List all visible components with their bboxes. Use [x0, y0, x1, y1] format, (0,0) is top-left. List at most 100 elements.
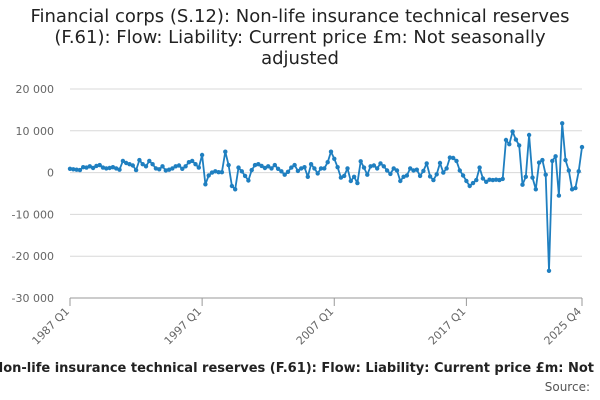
data-point: [576, 169, 581, 174]
data-point: [77, 167, 83, 173]
data-point: [90, 165, 96, 171]
data-point: [441, 170, 446, 175]
data-point: [295, 168, 301, 174]
data-point: [183, 164, 188, 169]
data-point: [104, 166, 109, 171]
data-point: [325, 160, 330, 165]
data-point: [328, 149, 334, 154]
data-point: [451, 155, 456, 161]
data-point: [279, 169, 284, 174]
data-point: [94, 163, 99, 169]
data-point: [124, 160, 129, 166]
data-point: [358, 159, 363, 164]
data-point: [543, 172, 548, 177]
data-point: [533, 187, 538, 192]
data-point: [517, 143, 522, 148]
data-point: [292, 162, 297, 168]
data-point: [176, 163, 182, 168]
chart-title-line-1: Financial corps (S.12): Non-life insuran…: [30, 6, 570, 27]
data-point: [226, 162, 231, 168]
data-point: [81, 165, 86, 170]
data-point: [457, 168, 462, 173]
data-point: [569, 187, 575, 192]
data-point: [246, 178, 251, 183]
data-point: [368, 164, 373, 169]
data-point: [120, 158, 126, 164]
x-tick-label: 1987 Q1: [30, 305, 73, 348]
data-point: [216, 170, 221, 175]
data-point: [299, 166, 304, 171]
data-point: [431, 177, 436, 183]
data-point: [190, 158, 195, 164]
data-point: [560, 121, 565, 126]
series-layer: [67, 121, 585, 273]
data-point: [84, 165, 89, 170]
data-point: [332, 156, 337, 161]
data-point: [71, 167, 76, 172]
data-point: [447, 155, 453, 160]
data-point: [266, 164, 271, 169]
data-point: [170, 166, 175, 171]
data-point: [500, 176, 505, 182]
data-point: [408, 166, 413, 171]
data-point: [493, 177, 499, 182]
data-point: [484, 179, 489, 184]
data-point: [206, 173, 211, 178]
data-point: [434, 172, 439, 177]
data-point: [351, 174, 357, 179]
y-tick-label: 20 000: [16, 83, 55, 96]
data-point: [239, 169, 244, 174]
y-tick-label: -10 000: [12, 208, 54, 221]
data-point: [411, 168, 416, 173]
data-point: [573, 185, 578, 191]
data-point: [143, 164, 149, 169]
data-point: [520, 182, 525, 187]
data-point: [173, 164, 178, 169]
data-point: [526, 132, 532, 138]
data-point: [229, 183, 235, 189]
data-point: [378, 161, 383, 166]
data-point: [404, 173, 410, 178]
data-point: [398, 178, 403, 184]
data-point: [107, 165, 112, 171]
series-line: [69, 122, 583, 272]
data-point: [487, 177, 492, 182]
data-point: [523, 174, 528, 179]
x-tick-label: 1997 Q1: [162, 305, 205, 348]
data-point: [114, 166, 119, 171]
data-point: [275, 166, 281, 171]
data-point: [355, 180, 360, 186]
data-point: [474, 177, 479, 183]
data-point: [67, 166, 73, 171]
data-point: [579, 144, 585, 150]
data-point: [256, 162, 261, 167]
data-point: [480, 176, 486, 181]
data-point: [285, 169, 291, 174]
data-point: [536, 160, 542, 165]
data-point: [160, 164, 165, 169]
data-point: [133, 167, 139, 173]
data-point: [421, 168, 426, 174]
data-point: [219, 170, 225, 175]
data-point: [236, 165, 241, 170]
data-point: [180, 166, 185, 171]
data-point: [384, 168, 390, 173]
data-point: [302, 165, 307, 170]
data-point: [427, 174, 433, 179]
data-point: [470, 180, 476, 186]
data-point: [203, 182, 208, 187]
data-point: [391, 166, 396, 171]
data-point: [233, 187, 238, 192]
data-point: [140, 162, 145, 167]
data-point: [209, 170, 215, 175]
data-point: [507, 142, 512, 147]
data-point: [460, 173, 466, 178]
data-point: [348, 178, 353, 184]
x-tick-label: 2007 Q1: [294, 305, 337, 348]
data-point: [437, 160, 443, 166]
y-tick-label: 0: [47, 167, 54, 180]
data-point: [454, 158, 459, 164]
data-point: [335, 165, 340, 170]
